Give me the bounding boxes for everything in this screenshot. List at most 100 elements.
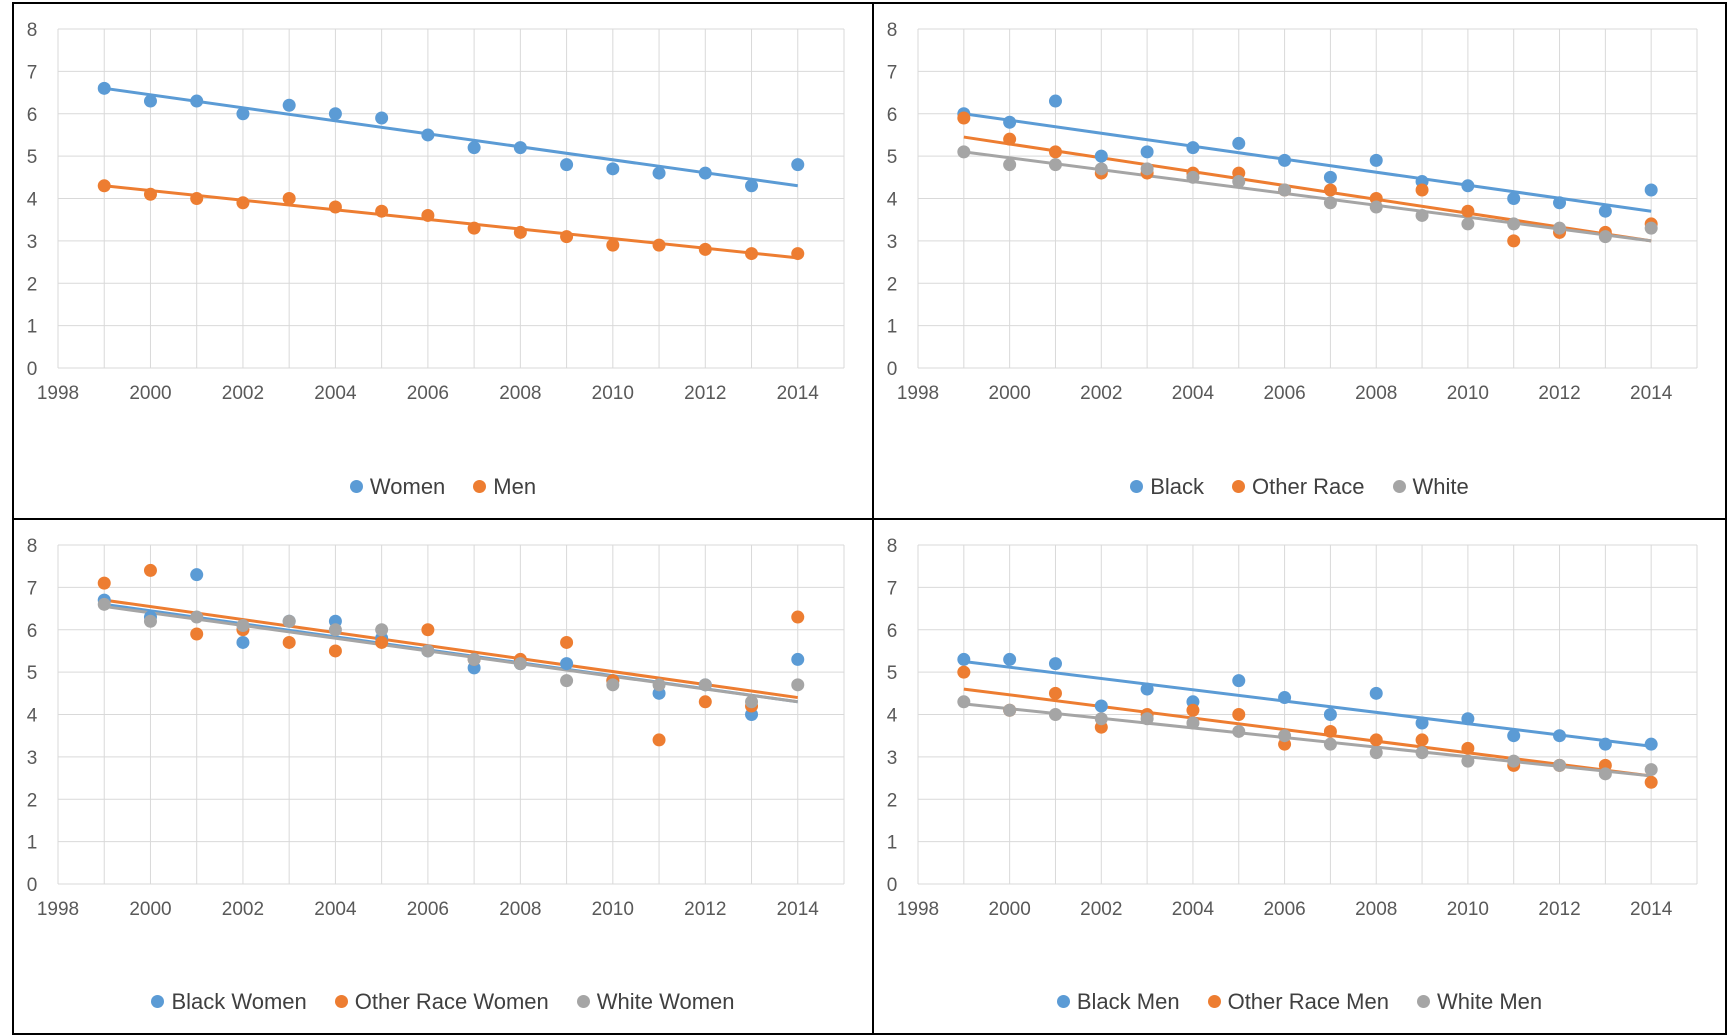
data-point (1232, 136, 1246, 150)
data-point (1323, 196, 1337, 210)
y-tick-label: 3 (887, 748, 898, 769)
data-point (1415, 183, 1429, 197)
y-tick-label: 2 (27, 274, 38, 295)
data-point (652, 733, 666, 747)
data-point (698, 242, 712, 256)
legend-label: Other Race Men (1227, 989, 1389, 1014)
data-point (652, 678, 666, 692)
chart-plot: 0 1 2 3 4 5 6 7 8 1998 2000 2002 2004 2006 2008 2010 201… (27, 20, 845, 404)
y-tick-label: 1 (887, 833, 898, 854)
x-tick-label: 2008 (1355, 899, 1397, 920)
data-point (1094, 712, 1108, 726)
x-tick-label: 2000 (989, 383, 1031, 404)
chart-panel-race: 0 1 2 3 4 5 6 7 8 1998 2000 2002 2004 2006 2008 2010 201… (872, 2, 1727, 520)
data-point (143, 94, 157, 108)
data-point (957, 145, 971, 159)
x-tick-label: 2000 (989, 899, 1031, 920)
y-tick-label: 0 (887, 875, 898, 896)
data-point (957, 695, 971, 709)
x-tick-label: 2006 (1263, 383, 1305, 404)
legend-label: Other Race (1252, 474, 1365, 499)
y-tick-label: 8 (887, 536, 898, 557)
data-point (1094, 699, 1108, 713)
data-point (1140, 162, 1154, 176)
data-point (1323, 183, 1337, 197)
legend-marker (151, 995, 165, 1008)
y-tick-label: 7 (887, 62, 898, 83)
data-point (957, 665, 971, 679)
x-tick-label: 2012 (684, 899, 726, 920)
data-point (282, 635, 296, 649)
data-point (236, 635, 250, 649)
x-tick-label: 2004 (314, 899, 357, 920)
data-point (1323, 737, 1337, 751)
data-point (282, 192, 296, 205)
data-point (143, 563, 157, 577)
data-point (1415, 746, 1429, 760)
trendline (963, 112, 1652, 213)
data-point (1553, 758, 1567, 772)
data-point (1644, 183, 1658, 197)
data-point (421, 208, 435, 222)
x-tick-label: 2014 (1630, 899, 1673, 920)
trendline (104, 598, 798, 700)
data-point (1461, 754, 1475, 768)
legend-item: Black Men (1056, 989, 1180, 1015)
x-tick-label: 2010 (1447, 899, 1489, 920)
data-point (1598, 230, 1612, 244)
data-point (513, 225, 527, 239)
data-point (1323, 170, 1337, 184)
chart-panel-women-race: 0 1 2 3 4 5 6 7 8 1998 2000 2002 2004 2006 2008 2010 201… (12, 518, 874, 1035)
data-point (1644, 763, 1658, 777)
legend-marker (1056, 995, 1070, 1008)
legend-item: Other Race (1232, 474, 1365, 500)
data-point (282, 98, 296, 112)
data-point (1369, 153, 1383, 167)
data-point (328, 623, 342, 637)
data-point (1644, 775, 1658, 789)
data-point (375, 204, 389, 218)
data-point (1003, 115, 1017, 129)
data-point (1369, 746, 1383, 760)
data-point (1644, 221, 1658, 235)
data-point (190, 94, 204, 108)
data-point (1507, 234, 1521, 248)
legend-label: Black Men (1076, 989, 1180, 1014)
legend-label: Black Women (171, 989, 307, 1014)
data-point (1048, 158, 1062, 172)
chart-legend: Women Men (14, 474, 872, 500)
legend-marker (334, 995, 348, 1008)
chart-legend: Black Men Other Race Men White Men (874, 989, 1725, 1015)
trendline (104, 86, 798, 188)
data-point (1140, 682, 1154, 696)
y-tick-label: 3 (887, 232, 898, 253)
data-point (1369, 200, 1383, 214)
legend-item: White (1392, 474, 1469, 500)
legend-item: Black (1130, 474, 1204, 500)
data-point (1003, 132, 1017, 146)
data-point (1553, 729, 1567, 743)
data-point (1415, 733, 1429, 747)
data-point (791, 652, 805, 666)
data-point (791, 610, 805, 624)
data-point (698, 166, 712, 180)
legend-item: Men (473, 474, 536, 500)
data-point (1048, 686, 1062, 700)
data-point (190, 610, 204, 624)
x-tick-label: 2006 (407, 383, 449, 404)
data-point (698, 678, 712, 692)
x-tick-label: 2004 (1172, 383, 1215, 404)
y-tick-label: 7 (27, 62, 38, 83)
data-point (1094, 149, 1108, 163)
legend-item: White Men (1416, 989, 1542, 1015)
legend-item: Other Race Women (334, 989, 549, 1015)
x-tick-label: 2004 (314, 383, 357, 404)
trendline (104, 604, 798, 704)
chart-legend: Black Other Race White (874, 474, 1725, 500)
y-tick-label: 3 (27, 748, 38, 769)
data-point (560, 674, 574, 688)
data-point (1461, 179, 1475, 193)
data-point (1278, 183, 1292, 197)
y-tick-label: 1 (27, 833, 38, 854)
x-tick-label: 1998 (897, 899, 939, 920)
